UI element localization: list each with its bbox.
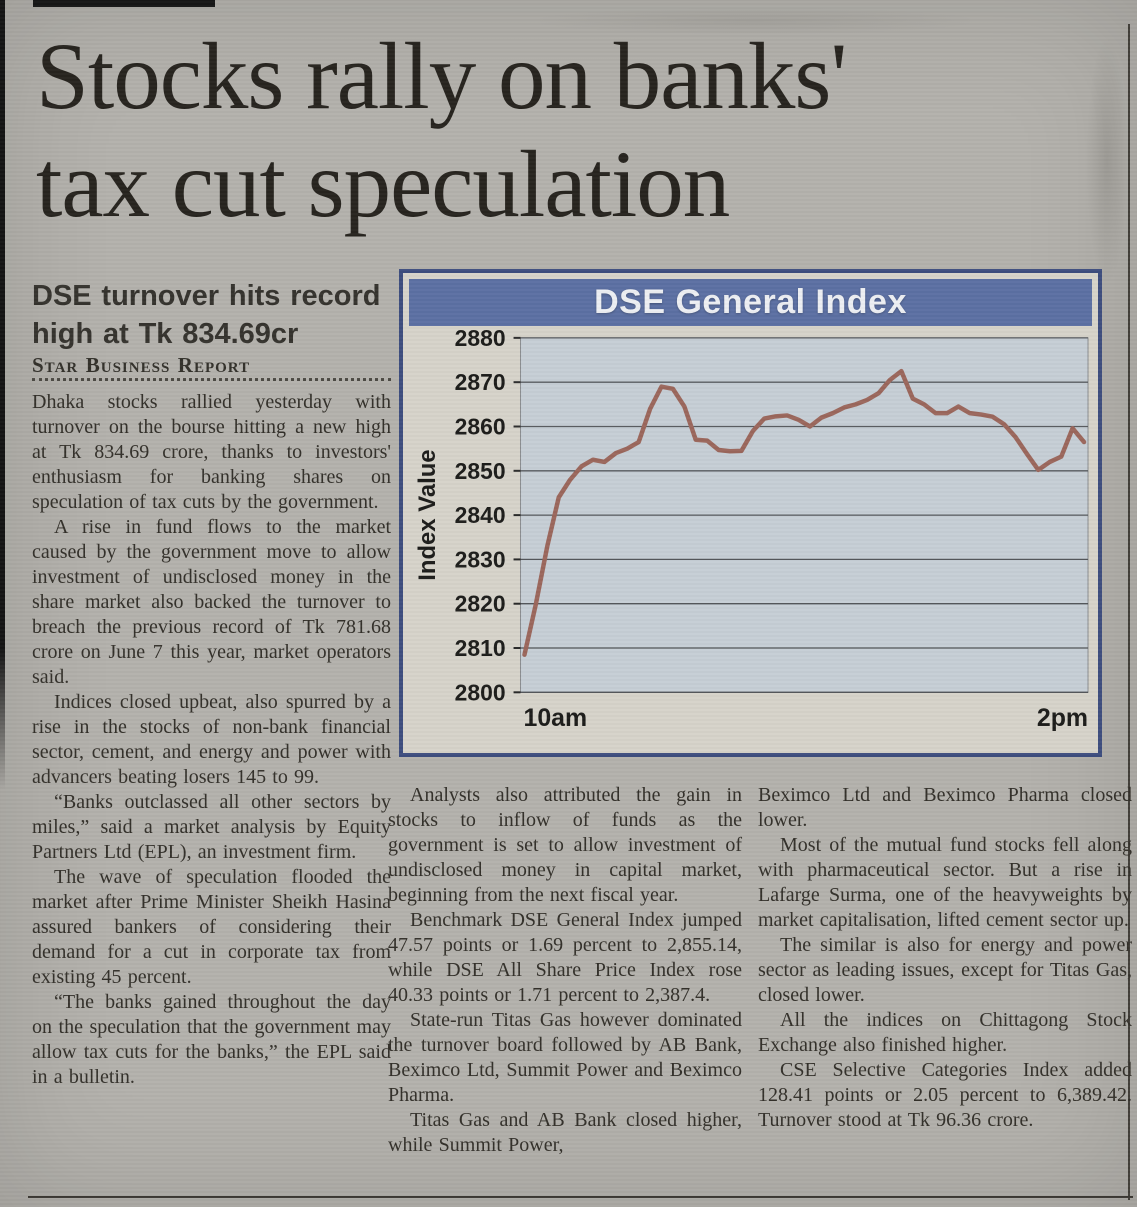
chart-title-bar: DSE General Index: [409, 279, 1092, 326]
scan-smudge: [540, 8, 970, 34]
body-paragraph: A rise in fund flows to the market cause…: [32, 516, 391, 688]
scan-artifact-top-bar: [33, 0, 215, 7]
body-paragraph: The wave of speculation flooded the mark…: [32, 866, 391, 988]
body-paragraph: The similar is also for energy and power…: [758, 934, 1132, 1006]
body-paragraph: Titas Gas and AB Bank closed higher, whi…: [388, 1109, 742, 1156]
headline-line-1: Stocks rally on banks': [36, 23, 847, 129]
scan-artifact-left-edge: [0, 0, 5, 790]
body-paragraph: Beximco Ltd and Beximco Pharma closed lo…: [758, 784, 1132, 831]
x-tick-label-end: 2pm: [1037, 704, 1088, 732]
y-tick-label: 2850: [455, 458, 506, 484]
article-bottom-rule: [28, 1196, 1133, 1198]
y-tick-label: 2810: [455, 635, 506, 661]
scan-smudge: [1086, 36, 1128, 286]
y-tick-label: 2800: [455, 679, 506, 705]
sub-headline: DSE turnover hits record high at Tk 834.…: [32, 280, 381, 350]
body-paragraph: Indices closed upbeat, also spurred by a…: [32, 691, 391, 788]
byline-divider: [32, 378, 391, 381]
headline-line-2: tax cut speculation: [36, 131, 730, 237]
byline: Star Business Report: [32, 353, 251, 377]
line-chart-plot: 2880 2870 2860 2850 2840 2830 2820 2810 2800 10am…: [414, 329, 1089, 732]
body-paragraph: “Banks outclassed all other sectors by m…: [32, 791, 391, 863]
body-paragraph: All the indices on Chittagong Stock Exch…: [758, 1009, 1132, 1056]
body-paragraph: CSE Selective Categories Index added 128…: [758, 1059, 1132, 1131]
y-tick-label: 2840: [455, 502, 506, 528]
x-tick-label-start: 10am: [523, 704, 587, 732]
body-paragraph: “The banks gained throughout the day on …: [32, 991, 391, 1088]
body-paragraph: Analysts also attributed the gain in sto…: [388, 784, 742, 906]
body-paragraph: Most of the mutual fund stocks fell alon…: [758, 834, 1132, 931]
index-line-series: [522, 368, 1087, 657]
body-paragraph: State-run Titas Gas however dominated th…: [388, 1009, 742, 1106]
chart-title: DSE General Index: [594, 283, 907, 321]
y-tick-label: 2870: [455, 369, 506, 395]
y-tick-label: 2880: [455, 329, 506, 351]
dse-general-index-chart: DSE General Index 2880 2870 2860 2850 2840 28…: [399, 269, 1102, 757]
headline: Stocks rally on banks' tax cut speculatio…: [36, 22, 1066, 238]
y-axis-title: Index Value: [414, 449, 441, 580]
y-tick-label: 2860: [455, 413, 506, 439]
right-column: Beximco Ltd and Beximco Pharma closed lo…: [758, 783, 1132, 1133]
column-rule-right: [1128, 24, 1130, 1200]
body-paragraph: Benchmark DSE General Index jumped 47.57…: [388, 909, 742, 1006]
left-column: DSE turnover hits record high at Tk 834.…: [32, 277, 391, 1090]
y-tick-label: 2830: [455, 546, 506, 572]
middle-column: Analysts also attributed the gain in sto…: [388, 783, 742, 1158]
body-paragraph: Dhaka stocks rallied yesterday with turn…: [32, 391, 391, 513]
y-tick-label: 2820: [455, 591, 506, 617]
